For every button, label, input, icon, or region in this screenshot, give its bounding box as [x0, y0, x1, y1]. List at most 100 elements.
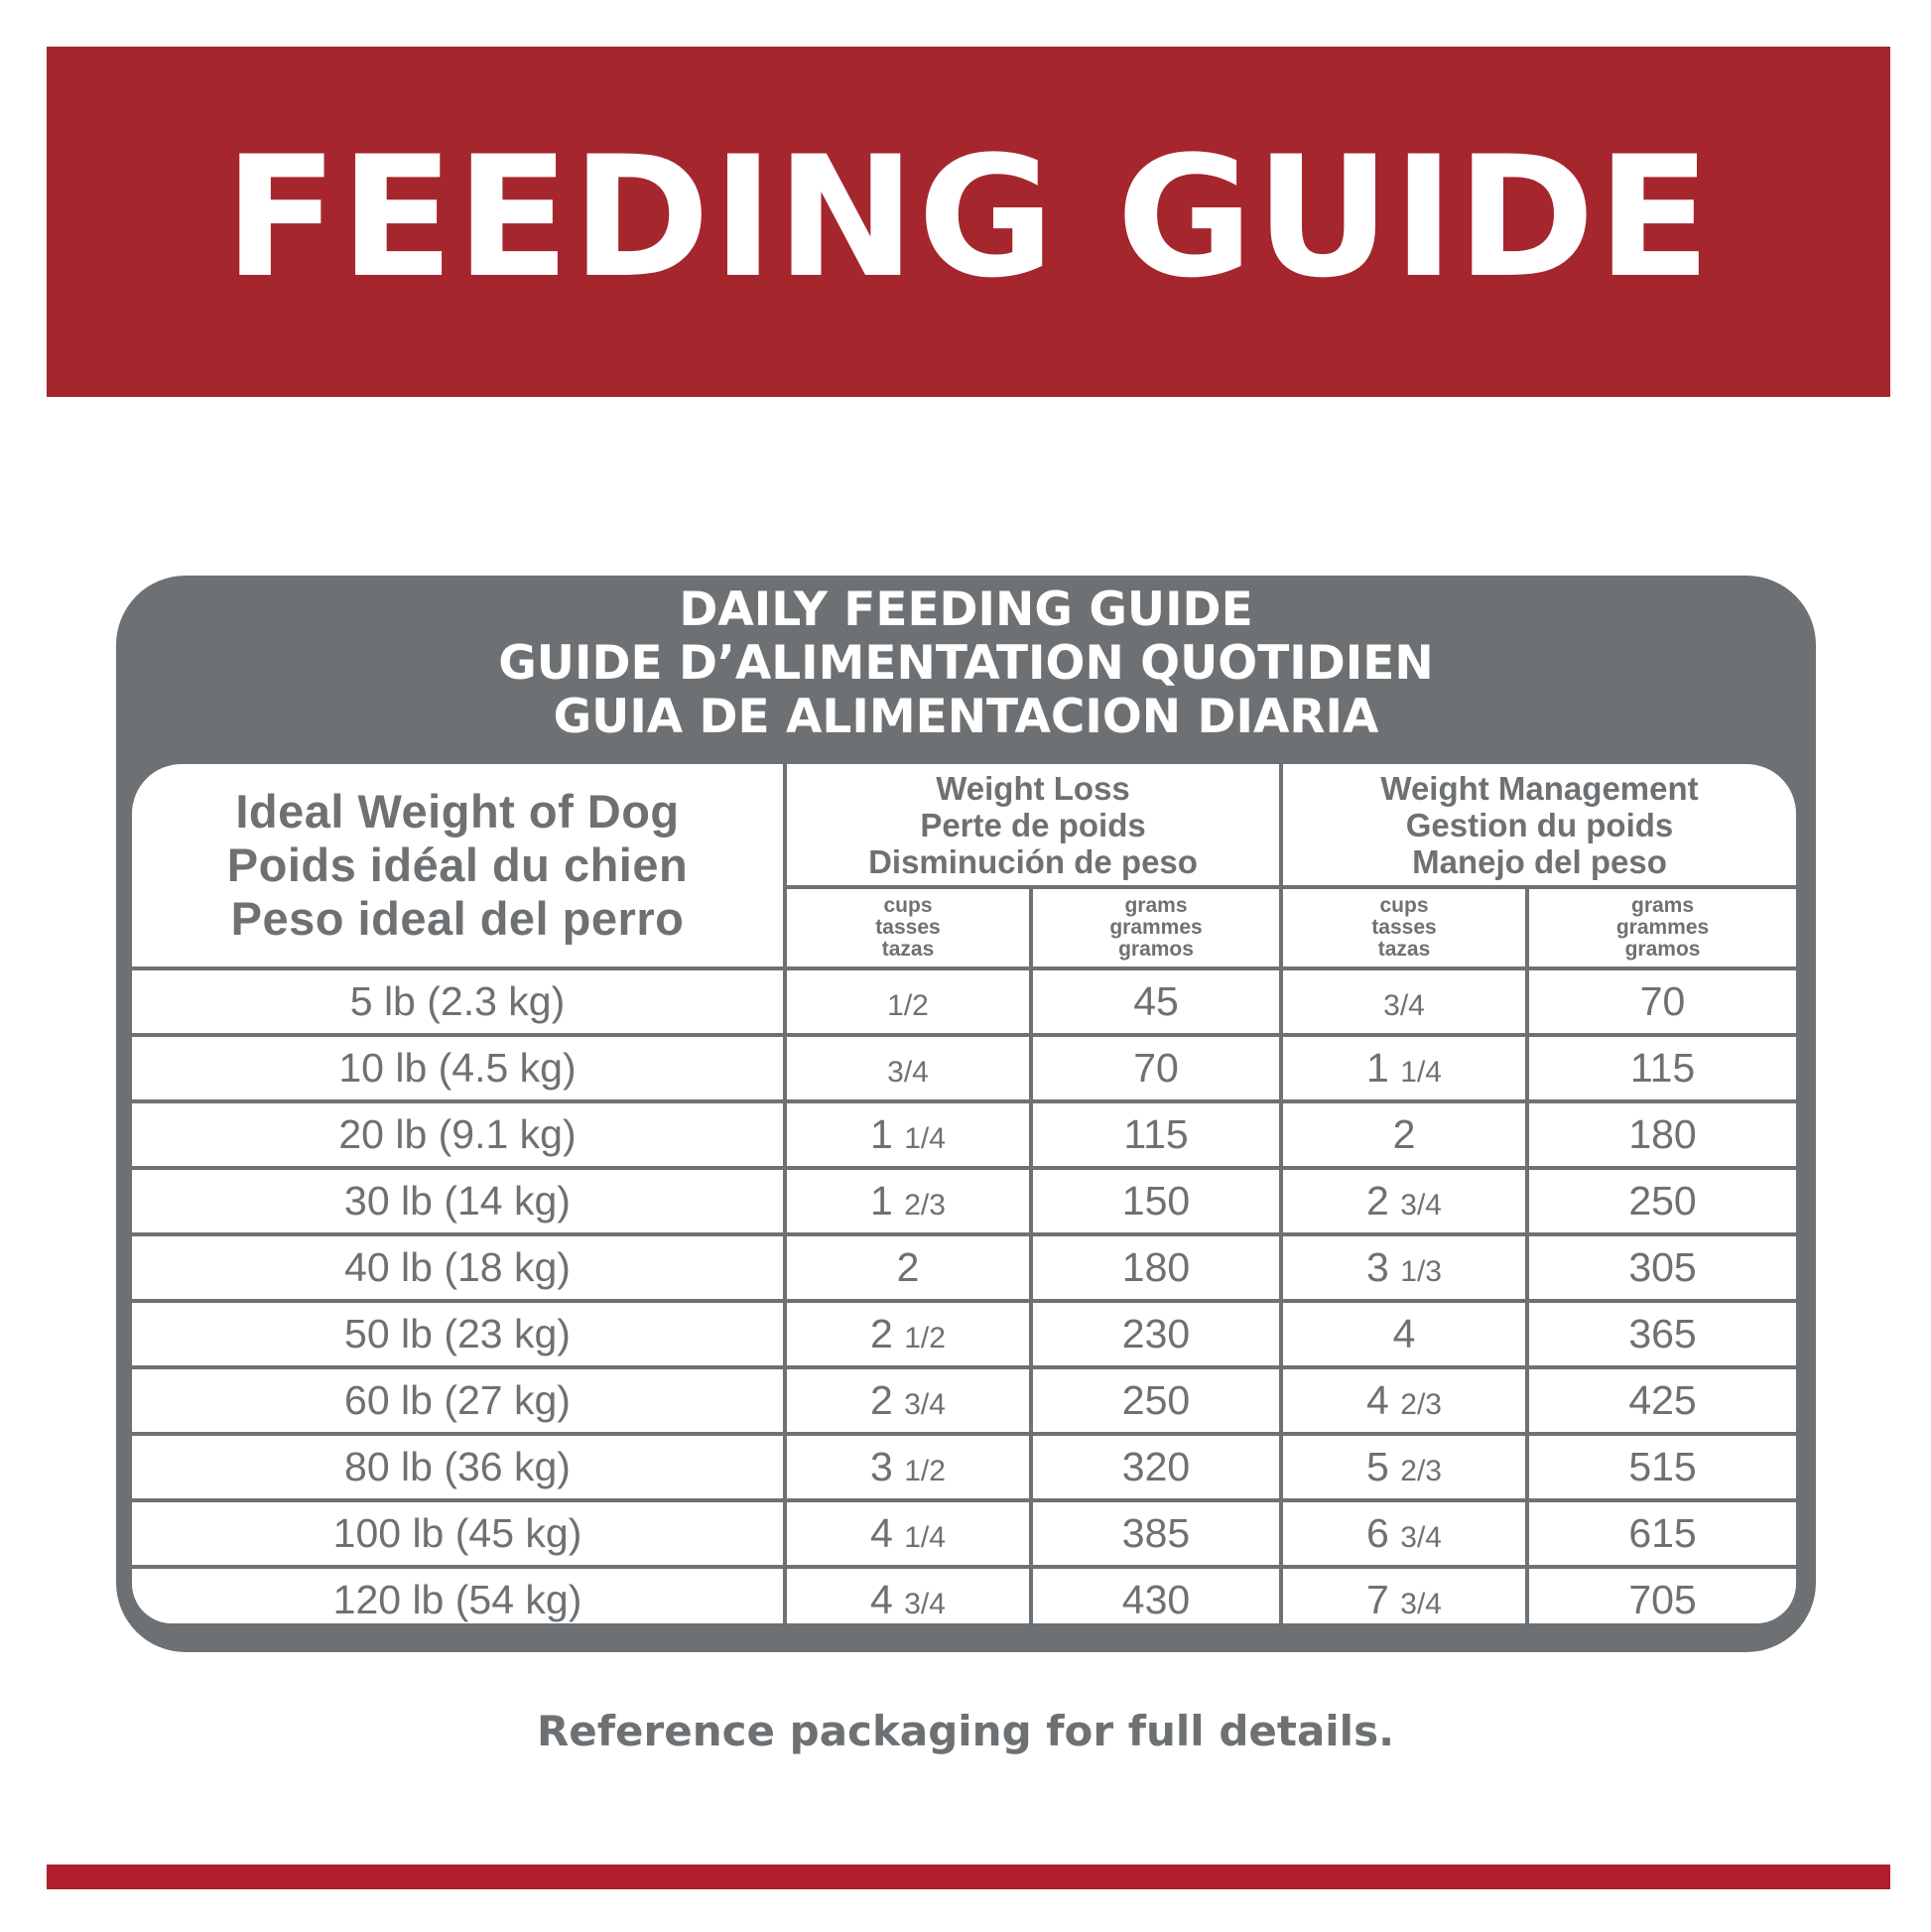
grams-value: 320	[1121, 1444, 1191, 1489]
weight-loss-cups-cell: 4 3/4	[783, 1567, 1031, 1623]
weight-management-grams-cell: 615	[1525, 1500, 1796, 1569]
cups-fraction: 2/3	[1400, 1455, 1442, 1487]
cups-fraction: 1/2	[904, 1322, 946, 1354]
cups-whole: 2	[1366, 1178, 1389, 1224]
weight-management-header: Weight Management Gestion du poids Manej…	[1279, 764, 1796, 889]
ideal-weight-header-es: Peso ideal del perro	[230, 892, 685, 945]
grams-value: 250	[1628, 1178, 1697, 1224]
weight-loss-grams-cell: 180	[1028, 1234, 1282, 1303]
table-row: 50 lb (23 kg) 2 1/2 230 4 365	[132, 1301, 1796, 1369]
weight-loss-grams-cell: 250	[1028, 1367, 1282, 1436]
feeding-table: Ideal Weight of Dog Poids idéal du chien…	[132, 764, 1796, 1623]
grams-value: 705	[1628, 1576, 1697, 1622]
cups-whole: 4	[1366, 1377, 1389, 1423]
grams-value: 180	[1121, 1244, 1191, 1290]
weight-loss-header-fr: Perte de poids	[920, 806, 1146, 843]
weight-management-cups-cell: 2	[1279, 1101, 1528, 1170]
grams-value: 45	[1133, 978, 1179, 1024]
weight-management-cups-cell: 4	[1279, 1301, 1528, 1369]
weight-loss-cups-cell: 4 1/4	[783, 1500, 1031, 1569]
weight-cell: 40 lb (18 kg)	[132, 1234, 785, 1303]
weight-management-cups-header: cups tasses tazas	[1279, 887, 1528, 970]
grams-value: 115	[1123, 1111, 1189, 1157]
table-row: 80 lb (36 kg) 3 1/2 320 5 2/3 515	[132, 1434, 1796, 1502]
cups-fraction: 1/2	[904, 1455, 946, 1487]
grams-value: 150	[1121, 1178, 1191, 1224]
weight-value: 50 lb (23 kg)	[344, 1311, 571, 1356]
cups-fraction: 1/2	[887, 989, 929, 1022]
weight-value: 20 lb (9.1 kg)	[338, 1111, 577, 1157]
weight-cell: 5 lb (2.3 kg)	[132, 968, 785, 1037]
grams-unit-es: gramos	[1118, 938, 1194, 961]
cups-whole: 2	[896, 1244, 920, 1290]
weight-cell: 10 lb (4.5 kg)	[132, 1035, 785, 1103]
weight-value: 60 lb (27 kg)	[344, 1377, 571, 1423]
bottom-accent-bar	[47, 1865, 1890, 1889]
weight-management-grams-cell: 365	[1525, 1301, 1796, 1369]
weight-management-cups-cell: 7 3/4	[1279, 1567, 1528, 1623]
feeding-table-body: 5 lb (2.3 kg) 1/2 45 3/4 70 10 lb (4.5 kg) 3/4…	[132, 968, 1796, 1623]
grams-value: 515	[1628, 1444, 1697, 1489]
cups-whole: 4	[1392, 1311, 1416, 1356]
cups-unit-es: tazas	[1377, 938, 1431, 961]
grams-value: 305	[1628, 1244, 1697, 1290]
cups-fraction: 1/3	[1400, 1255, 1442, 1288]
weight-loss-cups-header: cups tasses tazas	[783, 887, 1031, 970]
weight-loss-header: Weight Loss Perte de poids Disminución d…	[782, 764, 1282, 889]
table-row: 40 lb (18 kg) 2 180 3 1/3 305	[132, 1234, 1796, 1303]
panel-title-line-es: GUIA DE ALIMENTACION DIARIA	[553, 690, 1379, 744]
cups-unit-fr: tasses	[1371, 916, 1437, 939]
weight-management-cups-cell: 1 1/4	[1279, 1035, 1528, 1103]
cups-fraction: 3/4	[1400, 1521, 1442, 1554]
weight-value: 30 lb (14 kg)	[344, 1178, 571, 1224]
panel-title: DAILY FEEDING GUIDE GUIDE D’ALIMENTATION…	[116, 583, 1816, 744]
cups-unit-en: cups	[1379, 894, 1429, 917]
feeding-table-container: Ideal Weight of Dog Poids idéal du chien…	[132, 764, 1796, 1623]
ideal-weight-header-en: Ideal Weight of Dog	[235, 785, 680, 837]
weight-loss-grams-cell: 115	[1028, 1101, 1282, 1170]
table-row: 30 lb (14 kg) 1 2/3 150 2 3/4 250	[132, 1168, 1796, 1236]
reference-footnote: Reference packaging for full details.	[536, 1707, 1395, 1755]
weight-cell: 20 lb (9.1 kg)	[132, 1101, 785, 1170]
weight-loss-grams-cell: 150	[1028, 1168, 1282, 1236]
cups-whole: 2	[870, 1377, 893, 1423]
grams-value: 115	[1629, 1045, 1696, 1091]
cups-fraction: 3/4	[904, 1587, 946, 1620]
cups-whole: 5	[1366, 1444, 1389, 1489]
weight-management-grams-cell: 305	[1525, 1234, 1796, 1303]
weight-management-cups-cell: 6 3/4	[1279, 1500, 1528, 1569]
weight-loss-grams-cell: 70	[1028, 1035, 1282, 1103]
weight-cell: 30 lb (14 kg)	[132, 1168, 785, 1236]
grams-value: 180	[1628, 1111, 1697, 1157]
grams-value: 365	[1628, 1311, 1697, 1356]
weight-value: 40 lb (18 kg)	[344, 1244, 571, 1290]
grams-unit-en: grams	[1631, 894, 1695, 917]
weight-cell: 80 lb (36 kg)	[132, 1434, 785, 1502]
weight-management-grams-header: grams grammes gramos	[1525, 887, 1796, 970]
cups-whole: 1	[870, 1111, 893, 1157]
weight-management-grams-cell: 70	[1525, 968, 1796, 1037]
grams-value: 430	[1121, 1576, 1191, 1622]
weight-loss-cups-cell: 1 2/3	[783, 1168, 1031, 1236]
weight-management-cups-cell: 5 2/3	[1279, 1434, 1528, 1502]
weight-loss-cups-cell: 2	[783, 1234, 1031, 1303]
banner-title: FEEDING GUIDE	[223, 119, 1714, 315]
cups-whole: 6	[1366, 1510, 1389, 1556]
ideal-weight-header: Ideal Weight of Dog Poids idéal du chien…	[132, 764, 785, 970]
weight-cell: 60 lb (27 kg)	[132, 1367, 785, 1436]
weight-management-grams-cell: 425	[1525, 1367, 1796, 1436]
weight-value: 80 lb (36 kg)	[344, 1444, 571, 1489]
grams-value: 230	[1121, 1311, 1191, 1356]
cups-fraction: 1/4	[1400, 1056, 1442, 1089]
ideal-weight-header-fr: Poids idéal du chien	[226, 838, 689, 891]
weight-loss-cups-cell: 3 1/2	[783, 1434, 1031, 1502]
weight-management-grams-cell: 115	[1525, 1035, 1796, 1103]
table-row: 10 lb (4.5 kg) 3/4 70 1 1/4 115	[132, 1035, 1796, 1103]
cups-whole: 4	[870, 1576, 893, 1622]
cups-fraction: 3/4	[904, 1388, 946, 1421]
weight-value: 5 lb (2.3 kg)	[349, 978, 566, 1024]
table-row: 100 lb (45 kg) 4 1/4 385 6 3/4 615	[132, 1500, 1796, 1569]
weight-management-grams-cell: 705	[1525, 1567, 1796, 1623]
grams-unit-fr: grammes	[1615, 916, 1710, 939]
cups-fraction: 1/4	[904, 1122, 946, 1155]
